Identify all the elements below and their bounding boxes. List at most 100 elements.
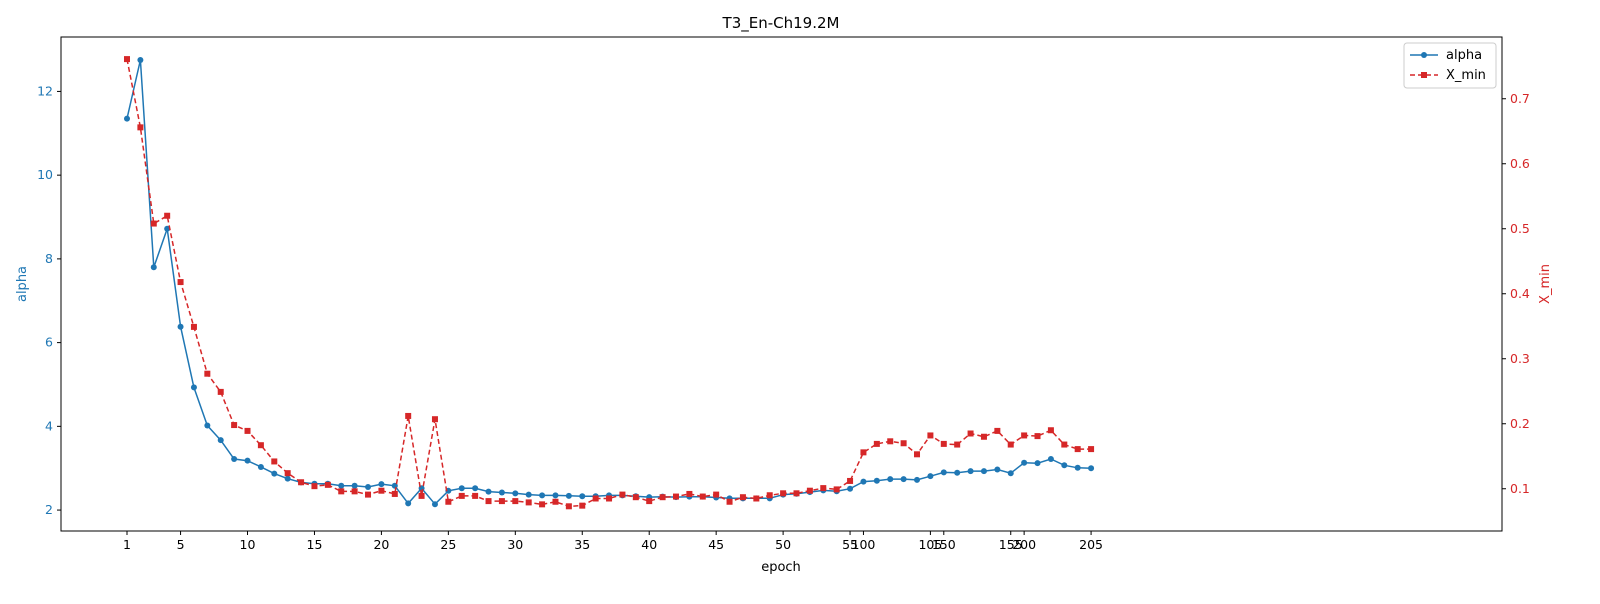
x-tick-label-40: 40 (641, 537, 657, 552)
point-x-min-102 (887, 438, 894, 445)
y-right-tick-label-0-5: 0.5 (1510, 221, 1530, 236)
point-x-min-46 (726, 498, 733, 505)
x-tick-label-200: 200 (1012, 537, 1036, 552)
x-tick-label-45: 45 (708, 537, 724, 552)
point-x-min-39 (632, 494, 639, 501)
point-alpha-28 (485, 488, 492, 495)
point-alpha-27 (472, 485, 479, 492)
legend-alpha-label: alpha (1446, 48, 1482, 63)
point-alpha-17 (338, 482, 345, 489)
point-alpha-29 (498, 489, 505, 496)
point-alpha-9 (231, 455, 238, 462)
point-x-min-30 (512, 498, 519, 505)
point-alpha-12 (271, 470, 278, 477)
point-x-min-22 (405, 412, 412, 419)
point-alpha-8 (217, 437, 224, 444)
point-x-min-32 (539, 501, 546, 508)
point-alpha-30 (512, 490, 519, 497)
point-x-min-43 (686, 490, 693, 497)
point-alpha-5 (177, 323, 184, 330)
x-axis-label: epoch (761, 560, 801, 575)
point-alpha-7 (204, 422, 211, 429)
point-x-min-104 (914, 451, 921, 458)
plot-frame (60, 36, 1503, 532)
point-alpha-101 (873, 477, 880, 484)
point-alpha-2 (137, 57, 144, 64)
x-tick-label-25: 25 (440, 537, 456, 552)
point-x-min-36 (592, 495, 599, 502)
x-tick-label-155: 155 (999, 537, 1023, 552)
point-alpha-155 (1007, 470, 1014, 477)
point-alpha-26 (458, 485, 465, 492)
point-x-min-33 (552, 498, 559, 505)
point-x-min-103 (900, 440, 907, 447)
x-tick-label-55: 55 (842, 537, 858, 552)
point-x-min-13 (284, 470, 291, 477)
point-alpha-201 (1034, 460, 1041, 467)
x-tick-label-150: 150 (932, 537, 956, 552)
point-alpha-104 (914, 476, 921, 483)
point-x-min-54 (833, 486, 840, 493)
y-axis-left-label: alpha (15, 266, 30, 302)
point-x-min-3 (150, 220, 157, 227)
chart-title: T3_En-Ch19.2M (722, 14, 840, 33)
point-alpha-13 (284, 475, 291, 482)
point-x-min-40 (646, 498, 653, 505)
point-alpha-102 (887, 476, 894, 483)
point-alpha-4 (164, 225, 171, 232)
point-x-min-17 (338, 488, 345, 495)
point-x-min-9 (231, 422, 238, 429)
point-x-min-6 (190, 323, 197, 330)
point-alpha-18 (351, 482, 358, 489)
point-x-min-19 (365, 491, 372, 498)
point-x-min-24 (431, 416, 438, 423)
y-right-tick-label-0-4: 0.4 (1510, 286, 1530, 301)
y-right-tick-label-0-2: 0.2 (1510, 416, 1530, 431)
point-alpha-20 (378, 481, 385, 488)
point-x-min-205 (1088, 446, 1095, 453)
point-x-min-48 (753, 495, 760, 502)
point-alpha-105 (927, 473, 934, 480)
point-x-min-23 (418, 492, 425, 499)
x-tick-label-35: 35 (574, 537, 590, 552)
y-right-tick-label-0-1: 0.1 (1510, 481, 1530, 496)
x-tick-label-15: 15 (307, 537, 323, 552)
point-x-min-101 (873, 440, 880, 447)
y-right-tick-label-0-3: 0.3 (1510, 351, 1530, 366)
point-x-min-42 (672, 493, 679, 500)
x-tick-label-100: 100 (852, 537, 876, 552)
x-tick-label-20: 20 (373, 537, 389, 552)
point-x-min-203 (1061, 441, 1068, 448)
point-x-min-202 (1047, 427, 1054, 434)
point-x-min-28 (485, 498, 492, 505)
point-x-min-155 (1007, 441, 1014, 448)
point-x-min-34 (565, 503, 572, 510)
y-left-tick-label-10: 10 (37, 167, 53, 182)
x-tick-label-1: 1 (123, 537, 131, 552)
point-x-min-153 (980, 433, 987, 440)
point-x-min-25 (445, 498, 452, 505)
point-alpha-3 (150, 264, 157, 271)
point-alpha-19 (365, 484, 372, 491)
point-x-min-12 (271, 458, 278, 465)
point-x-min-44 (699, 493, 706, 500)
point-x-min-154 (994, 427, 1001, 434)
legend: alpha X_min (1403, 42, 1497, 89)
point-x-min-15 (311, 483, 318, 490)
y-right-tick-label-0-6: 0.6 (1510, 156, 1530, 171)
point-x-min-26 (458, 492, 465, 499)
point-x-min-5 (177, 279, 184, 286)
point-x-min-8 (217, 388, 224, 395)
x-tick-label-205: 205 (1079, 537, 1103, 552)
point-alpha-11 (257, 463, 264, 470)
point-alpha-200 (1021, 459, 1028, 466)
point-x-min-18 (351, 488, 358, 495)
point-x-min-150 (940, 440, 947, 447)
point-x-min-35 (579, 502, 586, 509)
point-alpha-55 (847, 485, 854, 492)
point-x-min-204 (1074, 446, 1081, 453)
point-x-min-11 (257, 442, 264, 449)
y-axis-right-label: X_min (1538, 264, 1553, 304)
point-x-min-47 (739, 494, 746, 501)
